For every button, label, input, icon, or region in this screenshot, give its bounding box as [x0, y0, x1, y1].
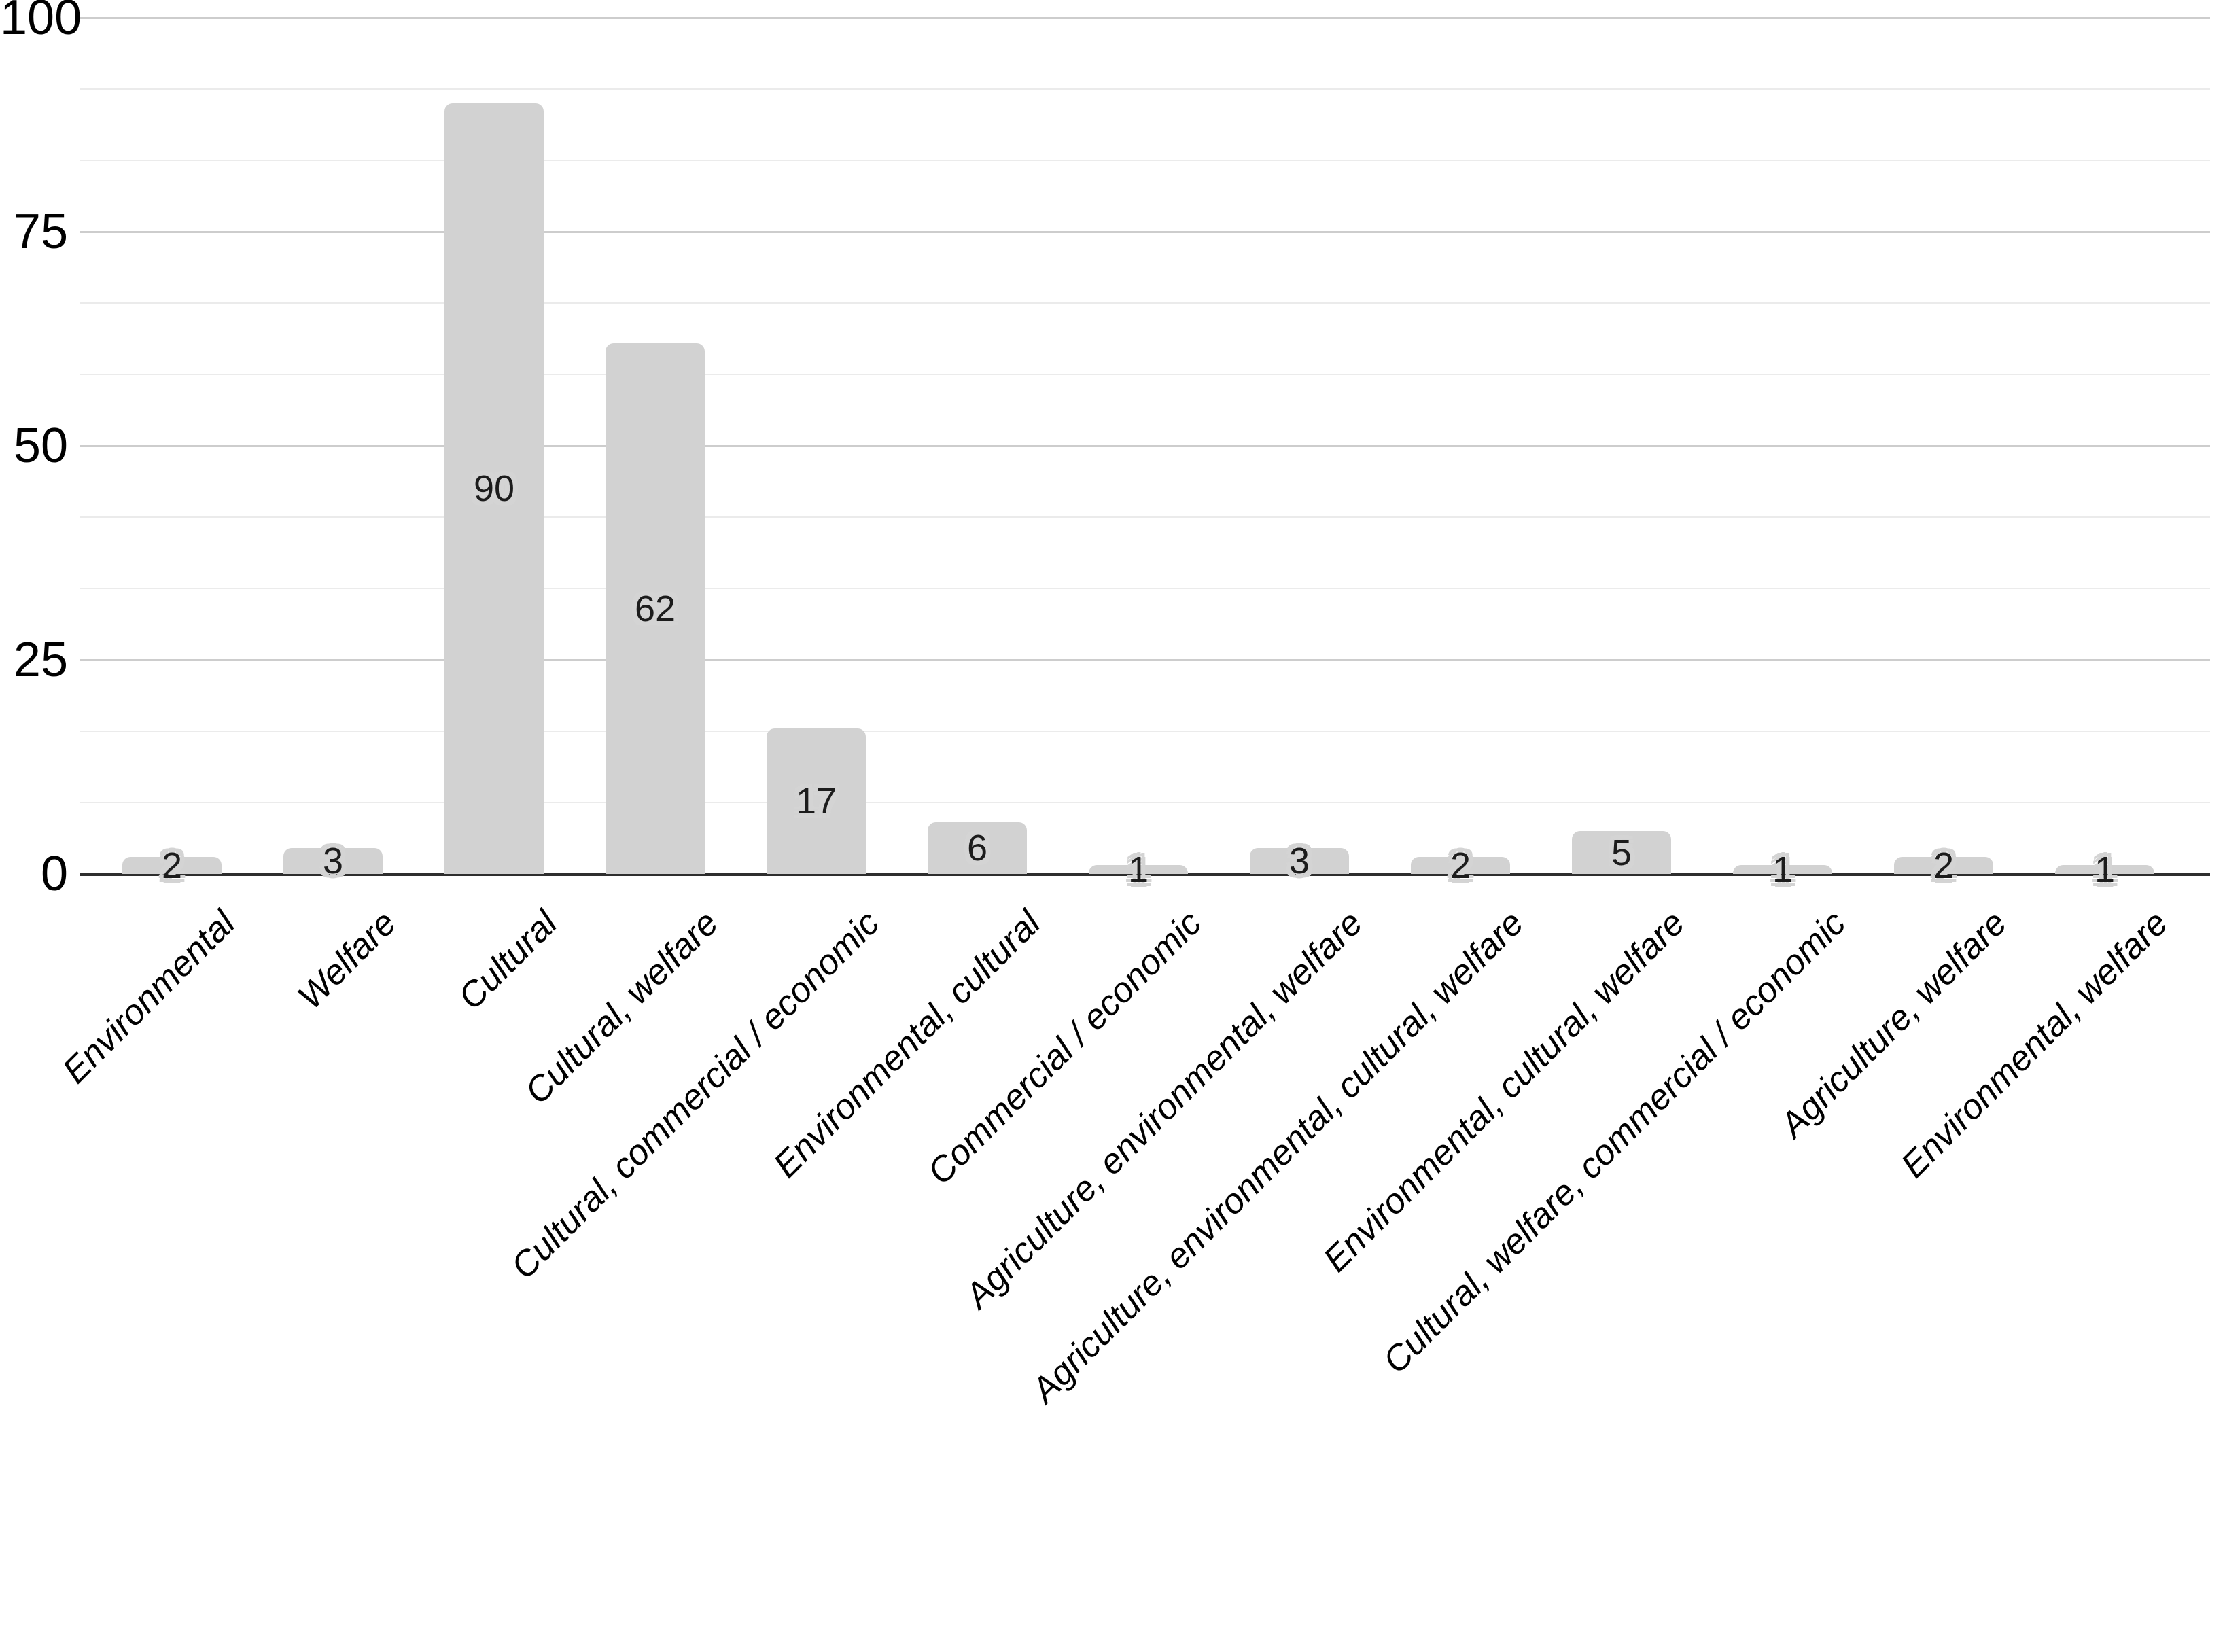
minor-gridline — [80, 588, 2210, 589]
x-axis-line — [80, 873, 2210, 876]
x-axis-category-label: Environmental, cultural — [766, 903, 1049, 1186]
y-axis-tick-label: 50 — [13, 419, 68, 473]
minor-gridline — [80, 302, 2210, 304]
major-gridline — [80, 445, 2210, 447]
bar[interactable]: 3 — [1250, 843, 1349, 879]
bar[interactable]: 2 — [122, 847, 222, 884]
bar-value-label: 62 — [634, 588, 676, 629]
bar[interactable]: 3 — [283, 843, 383, 879]
bar-value-label: 1 — [1127, 849, 1149, 890]
bar-chart: 0 25 50 75 100 2 3 90 62 17 6 1 3 2 5 1 2 1 Environmenta… — [0, 0, 2210, 1410]
bar-value-label: 90 — [473, 468, 515, 509]
minor-gridline — [80, 374, 2210, 375]
y-axis-tick-label: 25 — [13, 633, 68, 687]
bar-value-label: 2 — [1450, 845, 1471, 886]
minor-gridline — [80, 802, 2210, 803]
bar[interactable]: 2 — [1411, 847, 1510, 884]
bar[interactable]: 6 — [928, 822, 1027, 874]
x-axis-category-label: Agriculture, environmental, welfare — [958, 903, 1371, 1316]
x-axis-category-label: Environmental, welfare — [1893, 903, 2176, 1186]
bar-value-label: 3 — [322, 841, 344, 881]
bar[interactable]: 90 — [444, 103, 544, 874]
bar-value-label: 1 — [1772, 849, 1793, 890]
minor-gridline — [80, 88, 2210, 90]
bar-value-label: 2 — [161, 845, 183, 886]
bar-value-label: 5 — [1611, 832, 1632, 873]
x-axis-category-label: Commercial / economic — [920, 903, 1210, 1193]
bar[interactable]: 62 — [606, 343, 705, 874]
x-axis-category-label: Agriculture, environmental, cultural, we… — [1024, 903, 1532, 1411]
bar-value-label: 17 — [795, 781, 837, 822]
y-axis-tick-label: 0 — [40, 847, 68, 901]
bar-value-label: 3 — [1289, 841, 1310, 881]
x-axis-category-label: Cultural, commercial / economic — [504, 903, 888, 1287]
bar[interactable]: 17 — [767, 728, 866, 874]
minor-gridline — [80, 160, 2210, 161]
x-axis-category-label: Agriculture, welfare — [1772, 903, 2015, 1146]
y-axis-tick-label: 75 — [13, 205, 68, 259]
minor-gridline — [80, 731, 2210, 732]
y-axis-tick-label: 100 — [0, 0, 82, 45]
x-axis-category-label: Cultural, welfare, commercial / economic — [1376, 903, 1854, 1382]
bar[interactable]: 5 — [1572, 831, 1671, 874]
bar[interactable]: 1 — [2055, 851, 2154, 888]
bar[interactable]: 1 — [1089, 851, 1188, 888]
bar-value-label: 2 — [1933, 845, 1955, 886]
major-gridline — [80, 659, 2210, 661]
major-gridline — [80, 231, 2210, 233]
bar[interactable]: 1 — [1733, 851, 1832, 888]
bar-value-label: 1 — [2094, 849, 2116, 890]
x-axis-category-label: Environmental, cultural, welfare — [1316, 903, 1693, 1280]
major-gridline — [80, 17, 2210, 19]
minor-gridline — [80, 516, 2210, 518]
bar-value-label: 6 — [966, 828, 988, 868]
bar[interactable]: 2 — [1894, 847, 1993, 884]
